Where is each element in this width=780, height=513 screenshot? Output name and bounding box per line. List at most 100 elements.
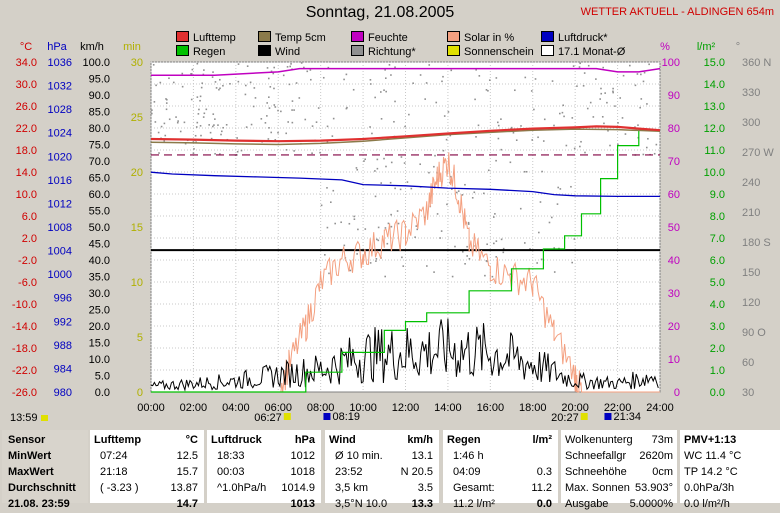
deg-tick-label: 180 S — [742, 237, 771, 249]
richtung-dot — [467, 221, 470, 224]
lufttemp-time: ( -3.23 ) — [100, 482, 139, 494]
richtung-dot — [240, 149, 243, 152]
richtung-dot — [244, 84, 247, 87]
pct-tick-label: 70 — [668, 156, 680, 168]
richtung-dot — [273, 104, 276, 106]
deg-tick-label: 330 — [742, 87, 760, 99]
richtung-dot — [471, 197, 474, 199]
richtung-dot — [579, 145, 581, 148]
legend-item: Sonnenschein — [447, 45, 534, 58]
richtung-dot — [515, 139, 518, 141]
wind-value: 3.5 — [417, 482, 433, 494]
wolken-label: Wolkenunterg — [565, 434, 633, 446]
wind-value: 13.3 — [411, 498, 433, 510]
richtung-dot — [621, 117, 624, 119]
richtung-dot — [219, 87, 221, 90]
richtung-dot — [419, 74, 422, 76]
hpa-tick-label: 992 — [54, 316, 72, 328]
richtung-dot — [208, 124, 210, 126]
richtung-dot — [220, 130, 223, 133]
richtung-dot — [390, 161, 393, 164]
richtung-dot — [158, 152, 160, 154]
richtung-dot — [520, 125, 522, 127]
richtung-dot — [209, 131, 212, 134]
richtung-dot — [355, 167, 358, 169]
richtung-dot — [443, 115, 446, 117]
richtung-dot — [487, 89, 489, 92]
legend-label: 17.1 Monat-Ø — [558, 46, 626, 58]
richtung-dot — [576, 85, 578, 87]
richtung-dot — [636, 73, 639, 75]
deg-tick-label: 120 — [742, 297, 760, 309]
richtung-dot — [467, 223, 470, 225]
lm2-tick-label: 3.0 — [710, 321, 725, 333]
richtung-dot — [380, 182, 383, 184]
richtung-dot — [385, 90, 387, 93]
table-row: 04:09 0.3 — [443, 464, 558, 481]
richtung-dot — [603, 122, 605, 125]
table-row: ^1.0hPa/h 1014.9 — [207, 480, 321, 497]
pmv-value: 0.0hPa/3h — [684, 482, 735, 494]
richtung-dot — [356, 253, 358, 255]
richtung-dot — [584, 151, 586, 154]
richtung-dot — [433, 165, 435, 168]
richtung-dot — [244, 93, 247, 96]
richtung-dot — [450, 175, 452, 178]
regen-value: 0.0 — [536, 498, 552, 510]
richtung-dot — [163, 140, 166, 142]
richtung-dot — [538, 231, 540, 234]
luftdruck-value: 1012 — [290, 450, 315, 462]
x-axis-labels: 00:00 02:00 04:00 06:00 08:00 10:00 12:00 14:00… — [137, 402, 674, 414]
richtung-dot — [210, 137, 213, 140]
richtung-dot — [151, 112, 153, 115]
richtung-dot — [474, 98, 476, 101]
richtung-dot — [199, 99, 201, 102]
richtung-dot — [282, 74, 285, 77]
richtung-dot — [198, 108, 200, 111]
deg-tick-label: 60 — [742, 357, 754, 369]
temp-tick-label: -14.0 — [12, 321, 37, 333]
richtung-dot — [514, 89, 516, 92]
richtung-dot — [536, 262, 538, 264]
legend-label: Wind — [275, 46, 301, 58]
richtung-dot — [203, 69, 205, 71]
richtung-dot — [205, 108, 208, 111]
richtung-dot — [599, 98, 601, 100]
temp-tick-label: -2.0 — [18, 255, 37, 267]
sun-mark-icon — [580, 413, 588, 420]
richtung-dot — [183, 121, 186, 124]
richtung-dot — [464, 183, 466, 186]
richtung-dot — [268, 107, 271, 109]
table-row: 11.2 l/m² 0.0 — [443, 496, 558, 513]
richtung-dot — [179, 130, 182, 133]
richtung-dot — [447, 111, 450, 113]
richtung-dot — [571, 261, 573, 264]
richtung-dot — [487, 169, 490, 172]
table-row: 3,5°N 10.0 13.3 — [325, 496, 439, 513]
legend-swatch — [541, 31, 554, 42]
deg-tick-label: 150 — [742, 267, 760, 279]
kmh-tick-label: 75.0 — [89, 140, 110, 152]
table-row: 14.7 — [90, 496, 204, 513]
richtung-dot — [495, 256, 498, 258]
table-row: 21:18 15.7 — [90, 464, 204, 481]
richtung-dot — [157, 131, 160, 134]
regen-line — [151, 129, 660, 393]
richtung-dot — [500, 238, 503, 241]
richtung-dot — [512, 131, 515, 134]
richtung-dot — [455, 191, 458, 194]
richtung-dot — [433, 271, 435, 273]
richtung-dot — [607, 129, 609, 132]
richtung-dot — [190, 72, 192, 75]
hpa-tick-label: 1036 — [48, 57, 72, 69]
wolken-value: 73m — [651, 434, 673, 446]
table-row: 23:52 N 20.5 — [325, 464, 439, 481]
richtung-dot — [483, 192, 485, 195]
richtung-dot — [253, 87, 256, 89]
richtung-dot — [561, 111, 564, 114]
richtung-dot — [541, 170, 543, 173]
temp-tick-label: -6.0 — [18, 277, 37, 289]
richtung-dot — [219, 78, 221, 81]
kmh-tick-label: 90.0 — [89, 90, 110, 102]
x-tick-label: 20:00 — [561, 402, 589, 414]
